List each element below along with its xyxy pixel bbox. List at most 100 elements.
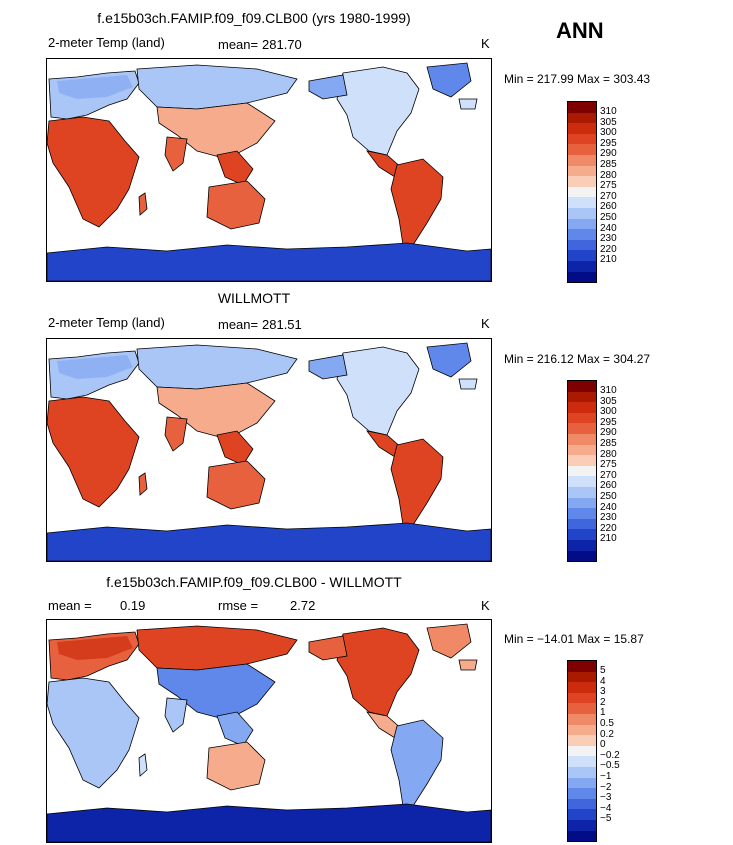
continent-india (164, 416, 188, 452)
continent-australia (206, 741, 266, 791)
colorbar-swatch (568, 391, 596, 403)
continent-seAsia (216, 711, 254, 747)
colorbar-tick-label: 275 (600, 459, 617, 471)
continent-seAsia (216, 430, 254, 466)
continent-india (164, 697, 188, 733)
colorbar-swatch (568, 508, 596, 519)
panel-1-map-plot (47, 62, 491, 281)
colorbar-tick-label: 280 (600, 448, 617, 460)
colorbar-tick-label: 305 (600, 395, 617, 407)
colorbar-swatch (568, 703, 596, 714)
season-label: ANN (556, 18, 604, 43)
continent-asiaNorth (136, 64, 298, 110)
colorbar-swatch (568, 381, 596, 392)
colorbar-swatch (568, 465, 596, 477)
panel-1-mean-value: 281.70 (262, 37, 302, 52)
continent-africa (47, 396, 140, 508)
colorbar-tick-label: −2 (600, 781, 612, 793)
panel-2-colorbar-ticks: 310 305 300 295 290 285 280 275 270 260 250 240 230 2… (600, 385, 617, 545)
colorbar-tick-label: 300 (600, 127, 617, 139)
panel-3-map-plot (47, 623, 491, 842)
continent-antarctica (47, 242, 491, 281)
colorbar-tick-label: 260 (600, 201, 617, 213)
continent-australia (206, 180, 266, 230)
colorbar-swatch (568, 486, 596, 498)
panel-3-colorbar-ticks: 5 4 3 2 1 0.5 0.2 0 −0.2 −0.5 −1 −2 −3 −4 −5 (600, 665, 620, 825)
continent-seAsia (216, 150, 254, 186)
colorbar-swatch (568, 455, 596, 466)
panel-1-title: f.e15b03ch.FAMIP.f09_f09.CLB00 (yrs 1980… (97, 10, 411, 26)
colorbar-tick-label: −5 (600, 813, 612, 825)
panel-2-mean-value: 281.51 (262, 317, 302, 332)
colorbar-swatch (568, 745, 596, 757)
colorbar-swatch (568, 550, 596, 562)
continent-sAmerica (390, 438, 444, 526)
colorbar-tick-label: 0 (600, 739, 606, 751)
continent-greenland (426, 623, 472, 659)
colorbar-tick-label: 285 (600, 158, 617, 170)
colorbar-swatch (568, 102, 596, 113)
colorbar-swatch (568, 423, 596, 434)
colorbar-tick-label: 0.5 (600, 717, 614, 729)
colorbar-tick-label: 310 (600, 385, 617, 396)
colorbar-swatch (568, 661, 596, 672)
colorbar-swatch (568, 123, 596, 134)
colorbar-swatch (568, 682, 596, 693)
continent-nAmerica (336, 66, 420, 156)
colorbar-tick-label: −3 (600, 792, 612, 804)
colorbar-tick-label: 210 (600, 254, 617, 266)
continent-iceland (458, 98, 478, 110)
colorbar-tick-label: 1 (600, 707, 606, 719)
panel-1-minmax: Min = 217.99 Max = 303.43 (504, 72, 651, 86)
colorbar-swatch (568, 144, 596, 155)
panel-3-rmse-value: 2.72 (290, 598, 316, 613)
colorbar-tick-label: 3 (600, 686, 606, 698)
colorbar-tick-label: 310 (600, 106, 617, 117)
continent-africa (47, 677, 140, 789)
colorbar-tick-label: 280 (600, 169, 617, 181)
colorbar-tick-label: 300 (600, 406, 617, 418)
colorbar-tick-label: 290 (600, 427, 617, 439)
continent-asiaSouth (156, 102, 276, 160)
colorbar-swatch (568, 724, 596, 736)
continent-madagascar (138, 192, 148, 216)
colorbar-swatch (568, 756, 596, 767)
continent-antarctica (47, 522, 491, 561)
colorbar-tick-label: 2 (600, 696, 606, 708)
colorbar-swatch (568, 165, 596, 177)
colorbar-tick-label: 250 (600, 211, 617, 223)
panel-2-variable-label: 2-meter Temp (land) (48, 315, 165, 330)
colorbar-swatch (568, 133, 596, 145)
colorbar-tick-label: 305 (600, 116, 617, 128)
panel-3-colorbar (567, 660, 597, 843)
colorbar-swatch (568, 112, 596, 124)
colorbar-tick-label: 240 (600, 222, 617, 234)
colorbar-tick-label: 250 (600, 490, 617, 502)
colorbar-swatch (568, 735, 596, 746)
colorbar-tick-label: 285 (600, 437, 617, 449)
region-shading (57, 355, 133, 379)
continent-sAmerica (390, 719, 444, 807)
colorbar-tick-label: 0.2 (600, 728, 614, 740)
colorbar-tick-label: 295 (600, 416, 617, 428)
continent-sAmerica (390, 158, 444, 246)
continent-alaska (308, 354, 348, 380)
panel-2-map (46, 338, 492, 562)
colorbar-tick-label: 270 (600, 190, 617, 202)
continent-greenland (426, 62, 472, 98)
colorbar-tick-label: −1 (600, 770, 612, 782)
colorbar-swatch (568, 260, 596, 272)
colorbar-tick-label: 295 (600, 137, 617, 149)
continent-australia (206, 460, 266, 510)
continent-nAmerica (336, 346, 420, 436)
panel-1-colorbar-ticks: 310 305 300 295 290 285 280 275 270 260 250 240 230 2… (600, 106, 617, 266)
colorbar-swatch (568, 433, 596, 445)
panel-1-variable-label: 2-meter Temp (land) (48, 35, 165, 50)
panel-1-colorbar (567, 101, 597, 284)
panel-2-units: K (481, 316, 490, 331)
colorbar-swatch (568, 777, 596, 789)
colorbar-tick-label: 230 (600, 233, 617, 245)
colorbar-swatch (568, 788, 596, 799)
colorbar-swatch (568, 197, 596, 208)
colorbar-tick-label: −4 (600, 802, 612, 814)
